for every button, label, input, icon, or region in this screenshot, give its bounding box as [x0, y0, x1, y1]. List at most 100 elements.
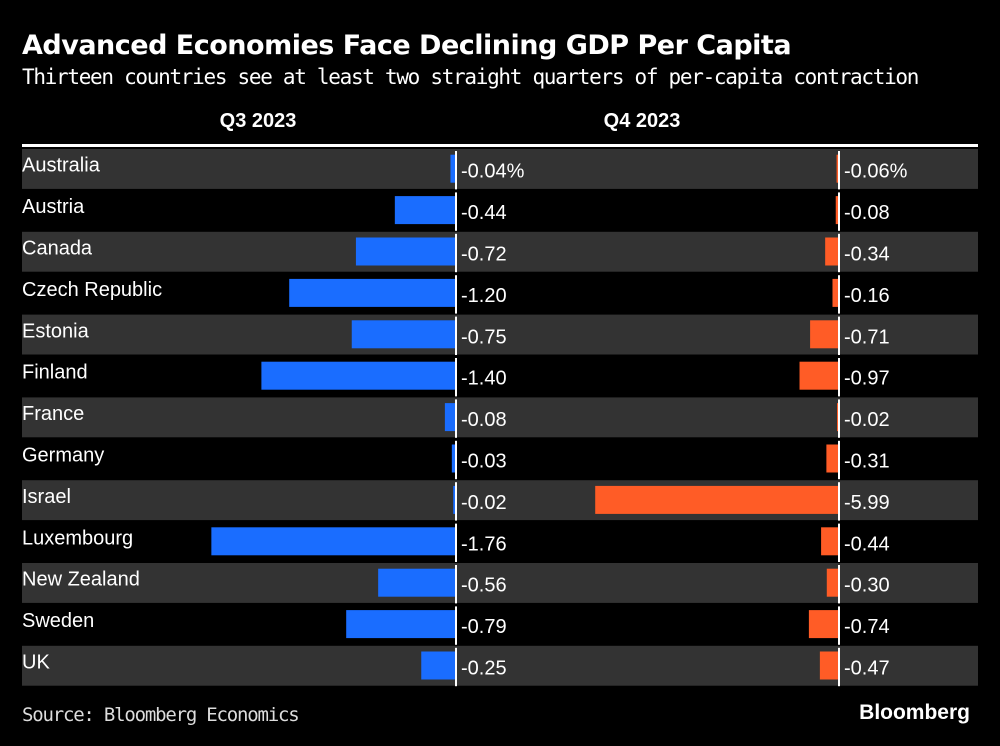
bar-q4	[799, 361, 839, 390]
axis-zero-line	[455, 523, 457, 562]
data-label: -5.99	[844, 492, 890, 514]
row-band	[22, 645, 978, 686]
data-label: -0.44	[461, 202, 507, 224]
data-label: -0.06%	[844, 161, 908, 183]
category-label: UK	[22, 652, 50, 674]
bar-q3	[421, 651, 456, 680]
axis-zero-line	[838, 482, 840, 521]
axis-zero-line	[838, 606, 840, 645]
axis-zero-line	[455, 482, 457, 521]
axis-zero-line	[455, 399, 457, 438]
data-label: -1.20	[461, 285, 507, 307]
bar-q3	[394, 196, 456, 225]
data-label: -0.97	[844, 368, 890, 390]
axis-zero-line	[838, 399, 840, 438]
bar-q3	[444, 403, 456, 432]
data-label: -0.74	[844, 616, 890, 638]
bar-q3	[346, 610, 456, 639]
bar-q4	[826, 568, 839, 597]
column-header-q3: Q3 2023	[219, 110, 297, 132]
category-label: Sweden	[22, 610, 94, 632]
bloomberg-logo: Bloomberg	[859, 701, 970, 724]
data-label: -0.04%	[461, 161, 525, 183]
data-label: -0.25	[461, 658, 507, 680]
row-band	[22, 397, 978, 438]
data-label: -0.44	[844, 533, 890, 555]
axis-zero-line	[455, 647, 457, 687]
data-label: -0.34	[844, 244, 890, 266]
data-label: -0.08	[461, 409, 507, 431]
data-label: -0.30	[844, 575, 890, 597]
bar-q3	[453, 485, 456, 514]
axis-zero-line	[838, 192, 840, 231]
bar-q4	[821, 527, 839, 556]
axis-zero-line	[838, 647, 840, 687]
data-label: -0.02	[844, 409, 890, 431]
axis-zero-line	[455, 275, 457, 314]
axis-zero-line	[455, 606, 457, 645]
row-band	[22, 563, 978, 603]
data-label: -0.03	[461, 451, 507, 473]
category-label: Luxembourg	[22, 527, 133, 549]
bar-q3	[261, 361, 456, 390]
chart-title: Advanced Economies Face Declining GDP Pe…	[22, 30, 792, 61]
data-label: -0.31	[844, 451, 890, 473]
bar-q4	[819, 651, 839, 680]
axis-zero-line	[455, 358, 457, 397]
bar-q3	[355, 237, 456, 266]
row-band	[22, 149, 978, 189]
bar-q4	[826, 444, 839, 473]
category-label: Canada	[22, 238, 93, 260]
chart-subtitle: Thirteen countries see at least two stra…	[22, 65, 919, 89]
data-label: -0.16	[844, 285, 890, 307]
data-label: -0.08	[844, 202, 890, 224]
axis-zero-line	[838, 316, 840, 355]
bar-q3	[289, 278, 456, 307]
data-label: -0.79	[461, 616, 507, 638]
category-label: Israel	[22, 486, 71, 508]
axis-zero-line	[838, 523, 840, 562]
bar-q3	[211, 527, 456, 556]
axis-zero-line	[455, 565, 457, 604]
data-label: -1.40	[461, 368, 507, 390]
bar-q4	[832, 278, 839, 307]
axis-zero-line	[455, 192, 457, 231]
category-label: New Zealand	[22, 569, 140, 591]
axis-zero-line	[838, 440, 840, 480]
source-note: Source: Bloomberg Economics	[22, 704, 300, 726]
category-label: Finland	[22, 362, 88, 384]
axis-zero-line	[838, 275, 840, 314]
bar-q4	[825, 237, 839, 266]
axis-zero-line	[838, 565, 840, 604]
data-label: -0.71	[844, 326, 890, 348]
axis-zero-line	[838, 151, 840, 190]
axis-zero-line	[838, 233, 840, 273]
category-label: Austria	[22, 196, 85, 218]
axis-zero-line	[455, 151, 457, 190]
header-divider	[22, 144, 978, 147]
bar-q4	[595, 485, 839, 514]
data-label: -0.56	[461, 575, 507, 597]
category-label: Estonia	[22, 320, 90, 342]
category-label: Germany	[22, 445, 104, 467]
bar-q3	[351, 320, 456, 349]
bar-q3	[451, 444, 456, 473]
axis-zero-line	[455, 440, 457, 480]
axis-zero-line	[455, 233, 457, 273]
data-label: -0.75	[461, 326, 507, 348]
category-label: Australia	[22, 155, 101, 177]
bar-q4	[836, 154, 839, 183]
category-label: France	[22, 403, 84, 425]
column-header-q4: Q4 2023	[603, 110, 681, 132]
bar-q4	[810, 320, 839, 349]
axis-zero-line	[455, 316, 457, 355]
axis-zero-line	[838, 358, 840, 397]
bar-q4	[808, 610, 839, 639]
row-band	[22, 231, 978, 272]
bar-q3	[378, 568, 456, 597]
category-label: Czech Republic	[22, 279, 162, 301]
bar-q3	[450, 154, 456, 183]
data-label: -0.02	[461, 492, 507, 514]
data-label: -1.76	[461, 533, 507, 555]
